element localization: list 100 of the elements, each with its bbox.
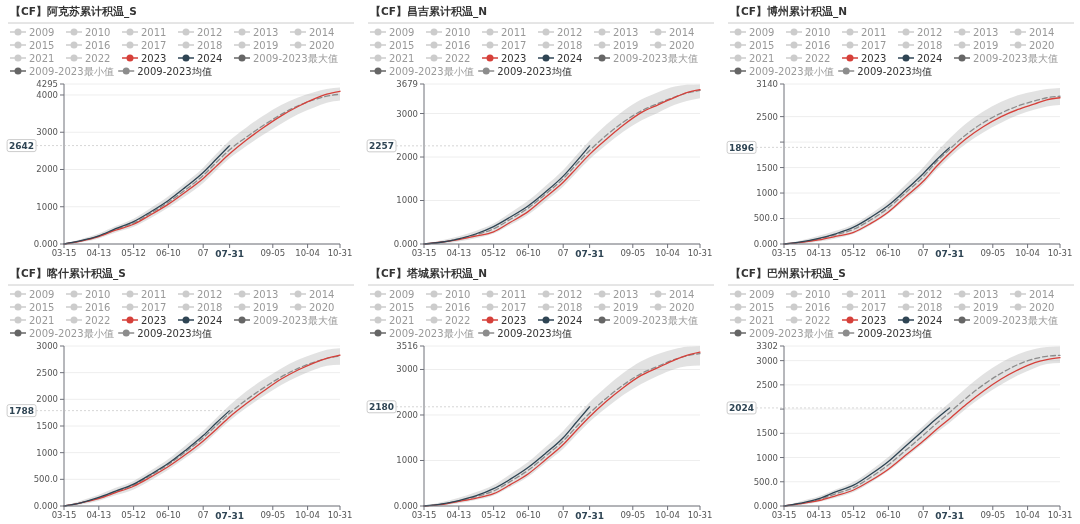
legend-label: 2021	[29, 52, 55, 64]
y-tick-label: 2500	[756, 379, 778, 390]
legend-label: 2009	[29, 288, 55, 300]
y-tick-label: 2000	[36, 394, 58, 405]
y-tick-label: 0.000	[753, 238, 778, 249]
y-tick-label: 1500	[756, 162, 778, 173]
x-tick-label: 06-10	[876, 510, 901, 521]
legend-label: 2019	[973, 301, 999, 313]
y-tick-label: 1000	[396, 195, 418, 206]
legend-label: 2016	[445, 301, 471, 313]
legend-label: 2010	[805, 26, 831, 38]
x-tick-label: 10-31	[327, 248, 353, 259]
legend-label: 2009-2023最小值	[389, 65, 474, 77]
x-tick-label: 05-12	[121, 248, 146, 259]
legend-label: 2015	[29, 301, 55, 313]
legend-label: 2015	[749, 301, 775, 313]
legend-label: 2011	[861, 288, 887, 300]
chart-title: 【CF】巴州累计积温_S	[730, 267, 846, 280]
chart-title: 【CF】塔城累计积温_N	[370, 267, 487, 280]
y-tick-label: 3000	[396, 364, 418, 375]
legend-label: 2014	[669, 26, 695, 38]
legend-label: 2009-2023均值	[857, 327, 932, 339]
legend-label: 2009-2023最小值	[749, 65, 834, 77]
legend-label: 2021	[389, 314, 415, 326]
x-tick-label: 07-31	[575, 248, 604, 259]
legend-label: 2017	[141, 301, 167, 313]
y-tick-label: 4295	[36, 78, 58, 89]
y-tick-label: 2000	[396, 151, 418, 162]
x-tick-label: 05-12	[841, 510, 866, 521]
legend-label: 2011	[501, 288, 527, 300]
legend-label: 2013	[613, 288, 639, 300]
legend-label: 2011	[141, 26, 167, 38]
y-tick-label: 2500	[36, 367, 58, 378]
legend-label: 2022	[445, 314, 471, 326]
x-tick-label: 04-13	[446, 248, 472, 259]
legend-label: 2011	[861, 26, 887, 38]
legend-label: 2018	[197, 39, 223, 51]
legend-label: 2010	[85, 26, 111, 38]
legend-label: 2016	[805, 39, 831, 51]
legend-label: 2012	[917, 26, 943, 38]
annotation: 2257	[369, 140, 395, 151]
legend-label: 2021	[749, 314, 775, 326]
x-tick-label: 09-05	[260, 510, 286, 521]
legend-label: 2009	[29, 26, 55, 38]
legend-label: 2009-2023最大值	[253, 314, 338, 326]
legend-label: 2009	[389, 288, 415, 300]
x-tick-label: 03-15	[51, 510, 77, 521]
x-tick-label: 07-31	[215, 248, 244, 259]
y-tick-label: 2000	[36, 164, 58, 175]
legend-label: 2024	[557, 52, 583, 64]
legend-label: 2012	[197, 26, 223, 38]
x-tick-label: 05-12	[481, 510, 506, 521]
x-tick-label: 10-04	[655, 248, 680, 259]
legend-label: 2014	[1029, 26, 1055, 38]
legend-label: 2022	[85, 52, 111, 64]
x-tick-label: 04-13	[86, 510, 112, 521]
legend-label: 2014	[309, 288, 335, 300]
y-tick-label: 500.0	[33, 474, 58, 485]
annotation: 2180	[369, 401, 395, 412]
legend-label: 2010	[445, 26, 471, 38]
x-tick-label: 10-04	[295, 510, 320, 521]
legend-label: 2014	[1029, 288, 1055, 300]
y-tick-label: 500.0	[753, 476, 778, 487]
legend-label: 2021	[389, 52, 415, 64]
legend-label: 2022	[805, 314, 831, 326]
x-tick-label: 03-15	[51, 248, 77, 259]
legend-label: 2024	[917, 52, 943, 64]
legend-label: 2009-2023最大值	[973, 52, 1058, 64]
y-tick-label: 1000	[756, 188, 778, 199]
x-tick-label: 06-10	[156, 510, 181, 521]
x-tick-label: 10-04	[295, 248, 320, 259]
y-tick-label: 3140	[756, 78, 778, 89]
x-tick-label: 04-13	[86, 248, 112, 259]
legend-label: 2013	[253, 288, 279, 300]
chart-title: 【CF】博州累计积温_N	[730, 5, 847, 18]
legend-label: 2013	[973, 288, 999, 300]
x-tick-label: 07	[557, 248, 569, 259]
x-tick-label: 10-04	[655, 510, 680, 521]
legend-label: 2009-2023最小值	[389, 327, 474, 339]
y-tick-label: 3000	[36, 340, 58, 351]
legend-label: 2020	[669, 39, 695, 51]
y-tick-label: 1500	[36, 420, 58, 431]
legend-label: 2009	[749, 288, 775, 300]
annotation: 2642	[9, 140, 35, 151]
legend-label: 2018	[557, 39, 583, 51]
x-tick-label: 10-31	[687, 510, 713, 521]
x-tick-label: 04-13	[446, 510, 472, 521]
x-tick-label: 09-05	[260, 248, 286, 259]
legend-label: 2024	[917, 314, 943, 326]
legend-label: 2023	[141, 314, 167, 326]
y-tick-label: 1000	[36, 447, 58, 458]
annotation: 1788	[9, 405, 35, 416]
x-tick-label: 09-05	[980, 248, 1006, 259]
x-tick-label: 07-31	[215, 510, 244, 521]
legend-label: 2024	[557, 314, 583, 326]
y-tick-label: 0.000	[33, 238, 58, 249]
legend-label: 2019	[253, 301, 279, 313]
y-tick-label: 1500	[756, 428, 778, 439]
x-tick-label: 07-31	[935, 510, 964, 521]
legend-label: 2020	[1029, 301, 1055, 313]
